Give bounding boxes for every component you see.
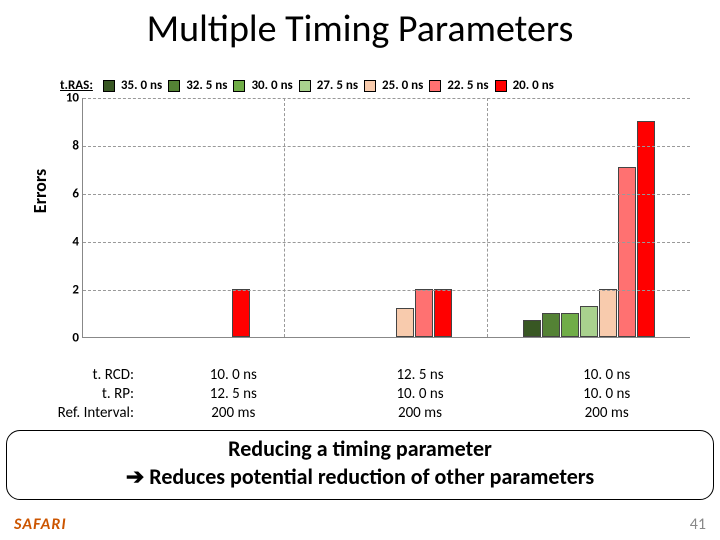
bar: [434, 289, 452, 337]
conditions-table: t. RCD:10. 0 ns12. 5 ns10. 0 nst. RP:12.…: [0, 366, 700, 422]
gridline: [83, 290, 690, 291]
condition-cell: 200 ms: [140, 404, 327, 423]
legend-item-label: 27. 5 ns: [317, 78, 358, 93]
condition-label: t. RCD:: [0, 366, 140, 385]
y-tick-label: 8: [63, 139, 79, 154]
legend-item-label: 20. 0 ns: [513, 78, 554, 93]
footer-logo: SAFARI: [14, 515, 67, 534]
y-tick-label: 10: [63, 91, 79, 106]
condition-cell: 12. 5 ns: [327, 366, 514, 385]
bar: [542, 313, 560, 337]
y-tick-label: 2: [63, 283, 79, 298]
legend-swatch: [429, 80, 441, 92]
condition-cell: 10. 0 ns: [140, 366, 327, 385]
bar-group: [83, 98, 285, 337]
plot-area: 0246810: [82, 98, 690, 338]
condition-cell: 10. 0 ns: [513, 385, 700, 404]
y-tick-label: 0: [63, 331, 79, 346]
y-tick-label: 6: [63, 187, 79, 202]
bar: [523, 320, 541, 337]
condition-label: t. RP:: [0, 385, 140, 404]
callout-line2: ➔ Reduces potential reduction of other p…: [7, 463, 713, 491]
legend-swatch: [495, 80, 507, 92]
condition-row: Ref. Interval:200 ms200 ms200 ms: [0, 404, 700, 423]
bar: [599, 289, 617, 337]
page-number: 41: [690, 515, 706, 534]
chart: t.RAS: 35. 0 ns32. 5 ns30. 0 ns27. 5 ns2…: [60, 78, 690, 358]
condition-label: Ref. Interval:: [0, 404, 140, 423]
bar: [618, 167, 636, 337]
gridline: [83, 194, 690, 195]
legend-item-label: 22. 5 ns: [447, 78, 488, 93]
bar-group: [488, 98, 690, 337]
condition-cell: 10. 0 ns: [513, 366, 700, 385]
slide-title: Multiple Timing Parameters: [0, 0, 720, 52]
legend-swatch: [168, 80, 180, 92]
condition-cell: 200 ms: [513, 404, 700, 423]
legend-swatch: [364, 80, 376, 92]
y-axis-label: Errors: [29, 169, 51, 213]
callout-box: Reducing a timing parameter ➔ Reduces po…: [6, 430, 714, 500]
legend: t.RAS: 35. 0 ns32. 5 ns30. 0 ns27. 5 ns2…: [60, 78, 690, 93]
condition-row: t. RCD:10. 0 ns12. 5 ns10. 0 ns: [0, 366, 700, 385]
condition-cell: 200 ms: [327, 404, 514, 423]
bar: [396, 308, 414, 337]
condition-cell: 10. 0 ns: [327, 385, 514, 404]
legend-item-label: 25. 0 ns: [382, 78, 423, 93]
gridline: [83, 98, 690, 99]
bar: [580, 306, 598, 337]
bar: [415, 289, 433, 337]
legend-swatch: [103, 80, 115, 92]
legend-item-label: 32. 5 ns: [186, 78, 227, 93]
legend-swatch: [299, 80, 311, 92]
gridline: [83, 242, 690, 243]
condition-cell: 12. 5 ns: [140, 385, 327, 404]
y-tick-label: 4: [63, 235, 79, 250]
legend-item-label: 35. 0 ns: [121, 78, 162, 93]
legend-swatch: [233, 80, 245, 92]
legend-item-label: 30. 0 ns: [251, 78, 292, 93]
condition-row: t. RP:12. 5 ns10. 0 ns10. 0 ns: [0, 385, 700, 404]
bar: [232, 289, 250, 337]
bars-container: [83, 98, 690, 337]
bar: [637, 121, 655, 337]
callout-line1: Reducing a timing parameter: [7, 435, 713, 463]
gridline: [83, 146, 690, 147]
bar-group: [285, 98, 487, 337]
bar: [561, 313, 579, 337]
